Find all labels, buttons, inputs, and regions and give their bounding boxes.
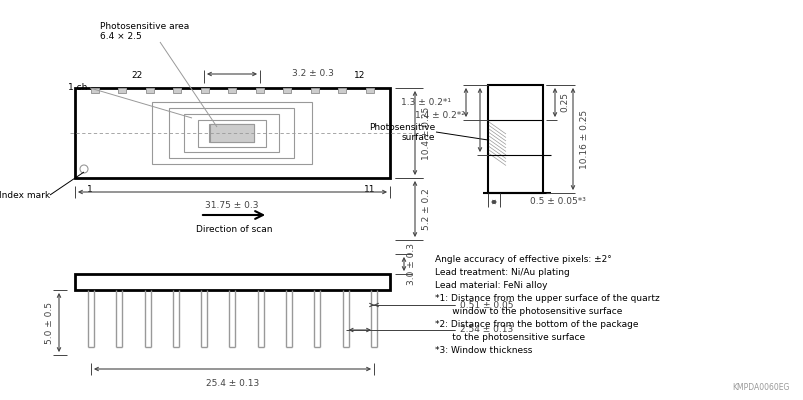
Bar	[75, 88, 389, 178]
Bar	[169, 108, 294, 158]
Text: 25.4 ± 0.13: 25.4 ± 0.13	[206, 379, 259, 388]
Bar	[228, 88, 236, 93]
Text: 10.4 ± 0.25: 10.4 ± 0.25	[422, 106, 431, 160]
Bar	[146, 88, 154, 93]
Text: *2: Distance from the bottom of the package: *2: Distance from the bottom of the pack…	[434, 320, 638, 329]
Bar	[255, 88, 263, 93]
Text: surface: surface	[401, 134, 434, 142]
Text: Index mark: Index mark	[0, 190, 50, 200]
Text: 6.4 × 2.5: 6.4 × 2.5	[100, 32, 141, 41]
Text: 11: 11	[364, 185, 375, 194]
Bar	[118, 88, 126, 93]
Text: 10.16 ± 0.25: 10.16 ± 0.25	[580, 110, 589, 168]
Text: Lead treatment: Ni/Au plating: Lead treatment: Ni/Au plating	[434, 268, 569, 277]
Circle shape	[80, 165, 88, 173]
Text: 3.2 ± 0.3: 3.2 ± 0.3	[291, 70, 333, 78]
Bar	[198, 120, 266, 146]
Text: 2.54 ± 0.13: 2.54 ± 0.13	[459, 326, 512, 334]
Bar	[184, 114, 279, 152]
Bar	[210, 124, 255, 142]
Text: 1: 1	[87, 185, 93, 194]
Text: *1: Distance from the upper surface of the quartz: *1: Distance from the upper surface of t…	[434, 294, 659, 303]
Text: Angle accuracy of effective pixels: ±2°: Angle accuracy of effective pixels: ±2°	[434, 255, 611, 264]
Text: Photosensitive: Photosensitive	[369, 124, 434, 132]
Text: to the photosensitive surface: to the photosensitive surface	[434, 333, 585, 342]
Text: 12: 12	[354, 71, 365, 80]
Bar	[487, 85, 542, 193]
Text: 0.51 ± 0.05: 0.51 ± 0.05	[459, 300, 513, 310]
Text: 3.0 ± 0.3: 3.0 ± 0.3	[407, 243, 416, 285]
Text: window to the photosensitive surface: window to the photosensitive surface	[434, 307, 622, 316]
Bar	[75, 274, 389, 290]
Bar	[152, 102, 312, 164]
Text: KMPDA0060EG: KMPDA0060EG	[732, 383, 789, 392]
Text: 1.3 ± 0.2*¹: 1.3 ± 0.2*¹	[401, 98, 450, 107]
Text: 5.0 ± 0.5: 5.0 ± 0.5	[46, 302, 55, 344]
Bar	[365, 88, 373, 93]
Text: *3: Window thickness: *3: Window thickness	[434, 346, 532, 355]
Bar	[91, 88, 99, 93]
Text: Direction of scan: Direction of scan	[195, 225, 272, 234]
Text: Lead material: FeNi alloy: Lead material: FeNi alloy	[434, 281, 547, 290]
Bar	[311, 88, 319, 93]
Text: 31.75 ± 0.3: 31.75 ± 0.3	[205, 201, 259, 210]
Text: 22: 22	[131, 71, 142, 80]
Text: 1.4 ± 0.2*²: 1.4 ± 0.2*²	[414, 112, 464, 120]
Text: 0.5 ± 0.05*³: 0.5 ± 0.05*³	[529, 198, 585, 206]
Text: 0.25: 0.25	[560, 92, 569, 112]
Text: Photosensitive area: Photosensitive area	[100, 22, 189, 31]
Bar	[210, 124, 254, 142]
Text: 1 ch: 1 ch	[68, 84, 88, 92]
Bar	[338, 88, 346, 93]
Text: 5.2 ± 0.2: 5.2 ± 0.2	[422, 188, 431, 230]
Bar	[173, 88, 181, 93]
Bar	[283, 88, 291, 93]
Bar	[201, 88, 209, 93]
